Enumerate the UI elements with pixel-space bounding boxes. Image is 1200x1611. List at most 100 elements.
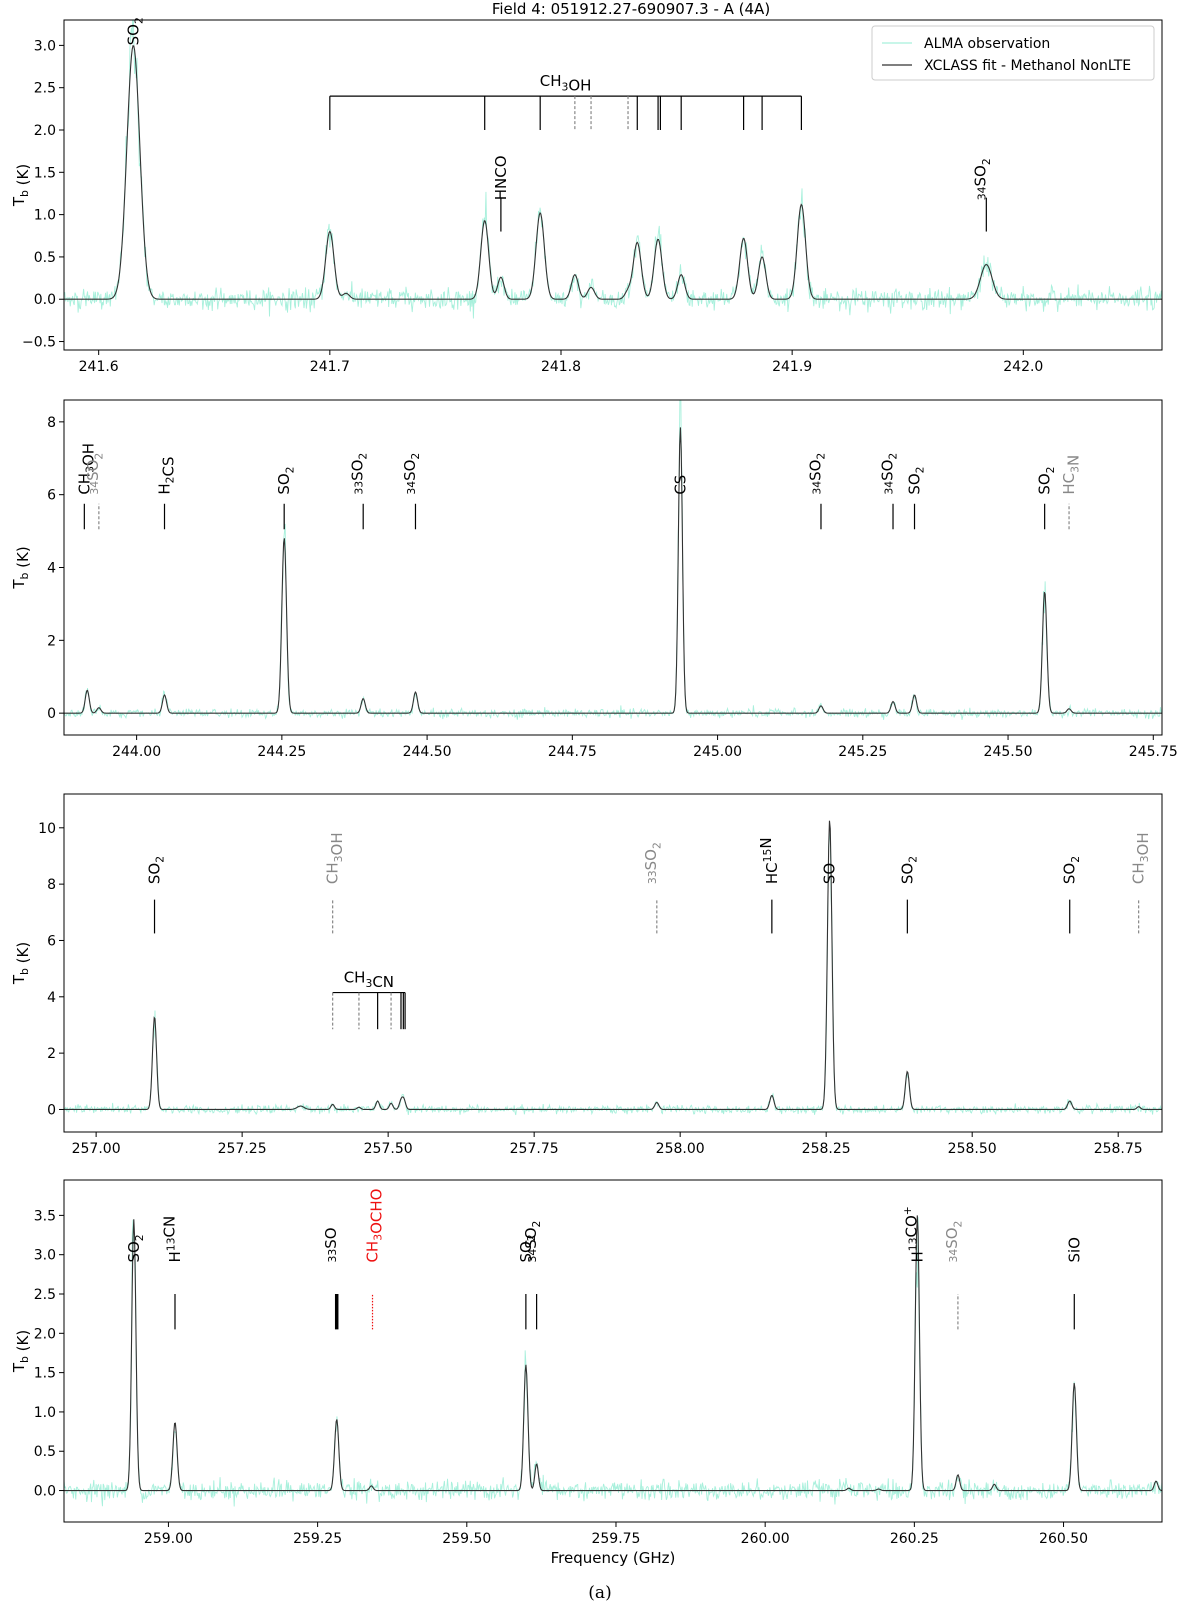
y-tick-label: 2 (47, 1046, 56, 1062)
y-tick-label: 1.0 (34, 208, 56, 224)
x-tick-label: 257.75 (510, 1141, 559, 1157)
species-label: 34SO2 (972, 158, 993, 200)
y-tick-label: 0.0 (34, 292, 56, 308)
fit-series (64, 1215, 1162, 1492)
x-tick-label: 257.00 (72, 1141, 121, 1157)
species-label: SO2 (1036, 466, 1057, 494)
y-axis-label: Tb (K) (10, 164, 32, 207)
species-label: SO2 (146, 856, 167, 884)
x-tick-label: 260.00 (741, 1531, 790, 1547)
x-tick-label: 257.50 (364, 1141, 413, 1157)
spectrum-panel-1: 241.6 241.7 241.8 241.9 242.0 −0.5 0.0 0.5 1.0 1.… (10, 17, 1163, 375)
y-tick-label: 1.0 (34, 1405, 56, 1421)
y-tick-label: 0 (47, 1102, 56, 1118)
x-tick-label: 244.25 (257, 744, 306, 760)
species-label: HC15N (757, 837, 781, 884)
species-label: H13CO+ (901, 1206, 926, 1262)
y-tick-label: 8 (47, 877, 56, 893)
spectrum-panel-3: 257.00 257.25 257.50 257.75 258.00 258.25 258.… (10, 793, 1163, 1157)
x-tick-label: 241.7 (310, 359, 350, 375)
species-label: H13CN (160, 1216, 184, 1263)
y-tick-label: 2.0 (34, 1326, 56, 1342)
species-label: CH3OCHO (364, 1189, 386, 1263)
species-label: 34SO2 (943, 1221, 964, 1263)
species-label: SO2 (898, 856, 919, 884)
y-tick-label: 1.5 (34, 1366, 56, 1382)
x-tick-label: 244.75 (548, 744, 597, 760)
observation-series (64, 833, 1162, 1116)
y-tick-label: 4 (47, 561, 56, 577)
observation-series (64, 20, 1162, 319)
x-tick-label: 259.50 (442, 1531, 491, 1547)
y-tick-label: 3.0 (34, 38, 56, 54)
x-tick-label: 260.50 (1039, 1531, 1088, 1547)
x-tick-label: 241.8 (541, 359, 581, 375)
x-tick-label: 241.9 (772, 359, 812, 375)
y-tick-label: 0 (47, 706, 56, 722)
x-tick-label: 259.75 (591, 1531, 640, 1547)
y-axis-label: Tb (K) (10, 1330, 32, 1373)
x-tick-label: 260.25 (890, 1531, 939, 1547)
bracket-label: CH3CN (344, 969, 394, 991)
species-label: CH3OH (75, 443, 97, 495)
y-tick-label: 4 (47, 990, 56, 1006)
spectrum-panel-4: 259.00 259.25 259.50 259.75 260.00 260.25 260.… (10, 1179, 1163, 1567)
x-tick-label: 245.75 (1129, 744, 1178, 760)
x-tick-label: 258.75 (1094, 1141, 1143, 1157)
plot-frame (63, 1179, 1163, 1523)
y-axis-label: Tb (K) (10, 546, 32, 589)
y-tick-label: 0.5 (34, 250, 56, 266)
species-label: CH3OH (1130, 832, 1152, 884)
y-tick-label: 2 (47, 633, 56, 649)
y-tick-label: −0.5 (22, 335, 56, 351)
species-label: CH3OH (324, 832, 346, 884)
y-tick-label: 1.5 (34, 165, 56, 181)
y-tick-label: 2.5 (34, 1287, 56, 1303)
species-label: SiO (1065, 1237, 1083, 1263)
y-tick-label: 3.5 (34, 1208, 56, 1224)
x-tick-label: 257.25 (218, 1141, 267, 1157)
x-tick-label: 245.25 (838, 744, 887, 760)
y-tick-label: 2.5 (34, 81, 56, 97)
plot-frame (63, 19, 1163, 351)
spectrum-panel-2: 244.00 244.25 244.50 244.75 245.00 245.25 245.… (10, 399, 1178, 760)
species-label: SO2 (125, 1234, 146, 1262)
species-label: 33SO (322, 1227, 340, 1262)
x-tick-label: 259.25 (293, 1531, 342, 1547)
y-tick-label: 0.5 (34, 1444, 56, 1460)
species-label: 34SO2 (522, 1221, 543, 1263)
species-label: 34SO2 (401, 453, 422, 495)
species-label: SO (821, 863, 839, 884)
legend: ALMA observation XCLASS fit - Methanol No… (871, 25, 1155, 81)
y-tick-label: 0.0 (34, 1484, 56, 1500)
fit-series (64, 427, 1162, 714)
species-label: 34SO2 (878, 453, 899, 495)
species-label: SO2 (1061, 856, 1082, 884)
fit-series (64, 820, 1162, 1111)
species-label: SO2 (275, 466, 296, 494)
figure-caption: (a) (588, 1583, 612, 1603)
x-tick-label: 258.00 (656, 1141, 705, 1157)
species-label: 33SO2 (642, 842, 663, 884)
species-label: SO2 (124, 17, 145, 45)
plot-frame (63, 793, 1163, 1133)
y-tick-label: 6 (47, 488, 56, 504)
species-label: 34SO2 (806, 453, 827, 495)
x-axis-label: Frequency (GHz) (551, 1549, 676, 1567)
y-tick-label: 10 (38, 821, 56, 837)
species-label: HC3N (1060, 455, 1082, 495)
species-label: 33SO2 (348, 453, 369, 495)
observation-series (64, 400, 1162, 720)
bracket-label: CH3OH (540, 72, 592, 94)
y-axis-label: Tb (K) (10, 942, 32, 985)
y-tick-label: 3.0 (34, 1248, 56, 1264)
species-label: H2CS (156, 457, 178, 495)
legend-entry: ALMA observation (924, 36, 1050, 52)
x-tick-label: 241.6 (79, 359, 119, 375)
x-tick-label: 244.50 (403, 744, 452, 760)
y-tick-label: 8 (47, 415, 56, 431)
species-label: SO2 (517, 1234, 538, 1262)
x-tick-label: 258.50 (948, 1141, 997, 1157)
legend-entry: XCLASS fit - Methanol NonLTE (924, 58, 1131, 74)
